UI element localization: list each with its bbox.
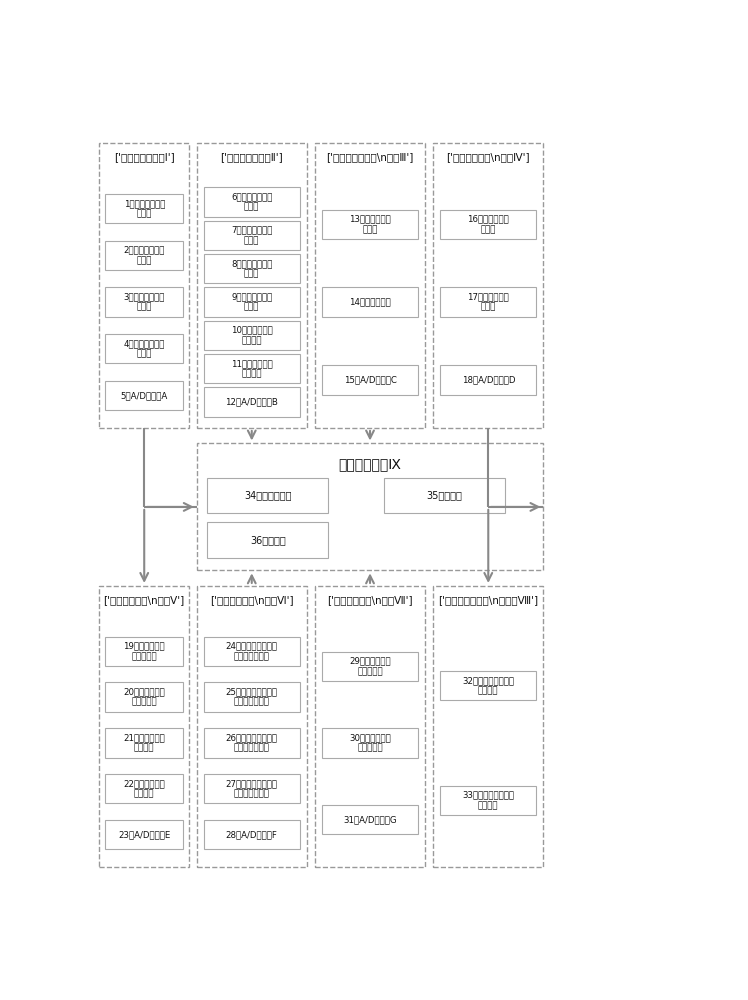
Bar <box>204 728 300 758</box>
Text: 5、A/D转换器A: 5、A/D转换器A <box>120 391 168 400</box>
Text: ['工作辊监测模块Ⅰ']: ['工作辊监测模块Ⅰ'] <box>114 152 174 162</box>
Bar <box>207 478 328 513</box>
Text: ['主电机监测模块Ⅱ']: ['主电机监测模块Ⅱ'] <box>221 152 283 162</box>
Text: 19、入口处轧件
温度传感器: 19、入口处轧件 温度传感器 <box>123 641 165 661</box>
Bar <box>322 365 418 395</box>
Text: 15、A/D转换器C: 15、A/D转换器C <box>343 375 396 384</box>
Bar <box>441 365 536 395</box>
Bar <box>105 637 183 666</box>
Text: 33、机后工作辊道转
速传感器: 33、机后工作辊道转 速传感器 <box>462 791 515 810</box>
Text: 22、下工作辊温
度传感器: 22、下工作辊温 度传感器 <box>123 779 165 799</box>
Bar <box>322 210 418 239</box>
Bar <box>105 820 183 849</box>
Bar <box>99 143 189 428</box>
Bar <box>322 728 418 758</box>
Bar <box>322 652 418 681</box>
Text: ['轧制压力监测\n模块Ⅳ']: ['轧制压力监测\n模块Ⅳ'] <box>447 152 530 162</box>
Text: 18、A/D转换器D: 18、A/D转换器D <box>462 375 515 384</box>
Bar <box>384 478 505 513</box>
Bar <box>105 241 183 270</box>
Text: ['轧件速度监测\n模块Ⅶ']: ['轧件速度监测\n模块Ⅶ'] <box>327 595 413 605</box>
Text: 13、工作辊振动
测量仪: 13、工作辊振动 测量仪 <box>349 215 391 234</box>
Text: 8、上主电机转速
传感器: 8、上主电机转速 传感器 <box>231 259 272 278</box>
Bar <box>99 586 189 867</box>
Bar <box>105 334 183 363</box>
Text: 28、A/D转换器F: 28、A/D转换器F <box>226 830 278 839</box>
Bar <box>105 774 183 803</box>
Bar <box>204 187 300 217</box>
Bar <box>204 287 300 317</box>
Text: ['轧制温度监测\n模块Ⅴ']: ['轧制温度监测\n模块Ⅴ'] <box>104 595 185 605</box>
Bar <box>204 820 300 849</box>
Bar <box>441 671 536 700</box>
Text: 6、上主电机电流
传感器: 6、上主电机电流 传感器 <box>231 192 272 212</box>
Bar <box>204 774 300 803</box>
Text: 2、上工作辊转速
传感器: 2、上工作辊转速 传感器 <box>123 246 165 265</box>
Bar <box>204 637 300 666</box>
Text: ['工作辊道转速监\n测模块Ⅷ']: ['工作辊道转速监\n测模块Ⅷ'] <box>438 595 539 605</box>
Bar <box>204 254 300 283</box>
Bar <box>105 381 183 410</box>
Bar <box>322 805 418 834</box>
Text: 21、上工作辊温
度传感器: 21、上工作辊温 度传感器 <box>123 733 165 753</box>
Bar <box>441 786 536 815</box>
Bar <box>315 586 425 867</box>
Text: 30、出口处轧件
速度传感器: 30、出口处轧件 速度传感器 <box>349 733 391 753</box>
Text: 16、传动侧压力
传感器: 16、传动侧压力 传感器 <box>468 215 509 234</box>
Text: ['辊缝间隙监测\n模块Ⅵ']: ['辊缝间隙监测\n模块Ⅵ'] <box>210 595 293 605</box>
Bar <box>105 194 183 223</box>
Bar <box>197 586 307 867</box>
Text: 23、A/D转换器E: 23、A/D转换器E <box>118 830 171 839</box>
Bar <box>204 321 300 350</box>
Text: 32、机前工作辊道转
速传感器: 32、机前工作辊道转 速传感器 <box>462 676 515 695</box>
Text: 10、下主电机功
率传感器: 10、下主电机功 率传感器 <box>231 326 272 345</box>
Bar <box>204 354 300 383</box>
Text: 7、上主电机功率
传感器: 7、上主电机功率 传感器 <box>231 226 272 245</box>
Bar <box>441 210 536 239</box>
Text: 9、下主电机电流
传感器: 9、下主电机电流 传感器 <box>231 292 272 312</box>
Bar <box>197 143 307 428</box>
Text: 34、数据采集卡: 34、数据采集卡 <box>244 490 292 500</box>
Text: 31、A/D转换器G: 31、A/D转换器G <box>343 815 397 824</box>
Bar <box>433 586 543 867</box>
Text: 26、液压推上装置传
动侧位移传感器: 26、液压推上装置传 动侧位移传感器 <box>226 733 278 753</box>
Text: 25、电动压下装置操
作侧位移传感器: 25、电动压下装置操 作侧位移传感器 <box>226 687 278 707</box>
Text: 14、噪声频谱仪: 14、噪声频谱仪 <box>349 298 391 307</box>
Text: 12、A/D转换器B: 12、A/D转换器B <box>225 398 278 407</box>
Text: 27、液压推上装置操
作侧位移传感器: 27、液压推上装置操 作侧位移传感器 <box>226 779 278 799</box>
Bar <box>315 143 425 428</box>
Bar <box>204 387 300 417</box>
Text: 29、入口处轧件
速度传感器: 29、入口处轧件 速度传感器 <box>349 657 390 676</box>
Text: 11、下主电机转
速传感器: 11、下主电机转 速传感器 <box>231 359 272 378</box>
Bar <box>322 287 418 317</box>
Bar <box>197 443 543 570</box>
Bar <box>204 682 300 712</box>
Bar <box>433 143 543 428</box>
Bar <box>204 221 300 250</box>
Text: 4、下工作辊转速
传感器: 4、下工作辊转速 传感器 <box>123 339 165 358</box>
Bar <box>105 682 183 712</box>
Bar <box>207 522 328 558</box>
Bar <box>441 287 536 317</box>
Bar <box>105 728 183 758</box>
Text: ['振动和噪声监测\n模块Ⅲ']: ['振动和噪声监测\n模块Ⅲ'] <box>326 152 414 162</box>
Bar <box>105 287 183 317</box>
Text: 24、电动压下装置传
动侧位移传感器: 24、电动压下装置传 动侧位移传感器 <box>226 641 278 661</box>
Text: 数据处理模块Ⅸ: 数据处理模块Ⅸ <box>339 457 402 471</box>
Text: 35、计算机: 35、计算机 <box>426 490 462 500</box>
Text: 36、显示器: 36、显示器 <box>250 535 286 545</box>
Text: 1、上工作辊扭矩
传感器: 1、上工作辊扭矩 传感器 <box>123 199 165 218</box>
Text: 20、出口处轧件
温度传感器: 20、出口处轧件 温度传感器 <box>123 687 165 707</box>
Text: 17、操作侧压力
传感器: 17、操作侧压力 传感器 <box>468 292 509 312</box>
Text: 3、下工作辊扭矩
传感器: 3、下工作辊扭矩 传感器 <box>123 292 165 312</box>
